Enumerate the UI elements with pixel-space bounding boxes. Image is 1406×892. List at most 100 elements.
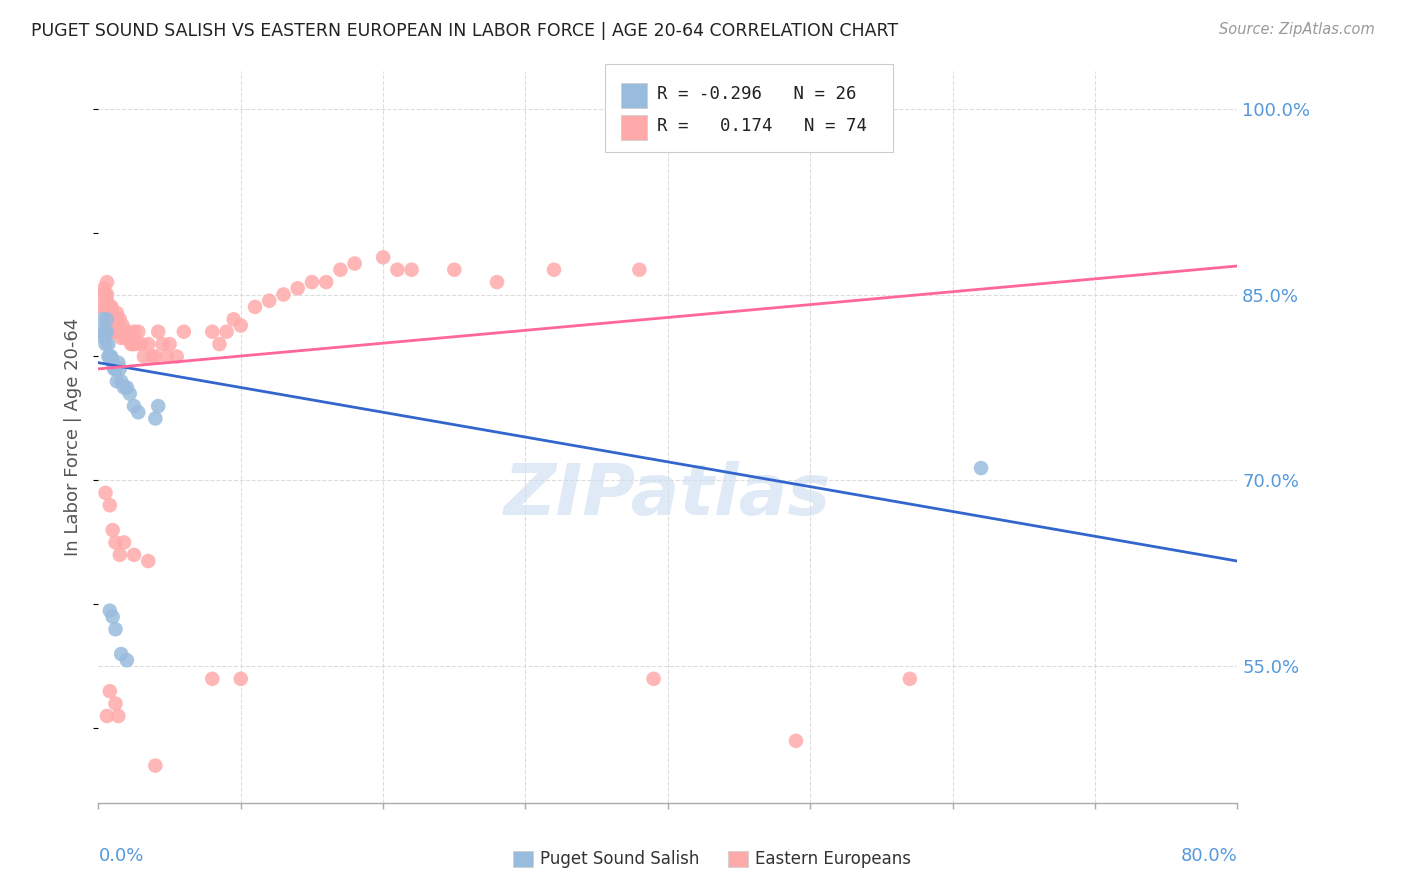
Point <box>315 275 337 289</box>
Point <box>785 734 807 748</box>
Text: ZIPatlas: ZIPatlas <box>505 461 831 530</box>
Point <box>105 318 128 333</box>
Point <box>98 306 121 320</box>
Point <box>112 535 135 549</box>
Point <box>101 318 124 333</box>
Point <box>104 362 127 376</box>
Point <box>101 356 124 370</box>
Point <box>148 399 170 413</box>
Point <box>98 300 121 314</box>
Point <box>229 672 252 686</box>
Point <box>117 331 139 345</box>
Text: 80.0%: 80.0% <box>1181 847 1237 864</box>
Point <box>152 337 174 351</box>
Point <box>104 622 127 636</box>
Point <box>104 312 127 326</box>
Point <box>93 281 115 295</box>
Point <box>166 350 188 364</box>
Point <box>173 325 195 339</box>
Point <box>970 461 993 475</box>
Point <box>107 356 129 370</box>
Point <box>132 350 155 364</box>
Point <box>98 604 121 618</box>
Point <box>145 411 167 425</box>
Point <box>108 312 131 326</box>
Text: Source: ZipAtlas.com: Source: ZipAtlas.com <box>1219 22 1375 37</box>
Point <box>110 331 132 345</box>
Point <box>103 312 125 326</box>
Point <box>105 374 128 388</box>
Point <box>97 306 120 320</box>
Point <box>101 523 124 537</box>
Point <box>273 287 295 301</box>
Point <box>373 250 395 264</box>
Point <box>401 262 423 277</box>
Point <box>93 331 115 345</box>
Point <box>94 325 117 339</box>
Text: R = -0.296   N = 26: R = -0.296 N = 26 <box>657 85 856 103</box>
Point <box>121 337 143 351</box>
Text: 0.0%: 0.0% <box>98 847 143 864</box>
Point <box>156 350 179 364</box>
Point <box>259 293 281 308</box>
Point <box>100 300 122 314</box>
Point <box>112 380 135 394</box>
Point <box>110 374 132 388</box>
Point <box>287 281 309 295</box>
Point <box>115 325 138 339</box>
Point <box>201 672 224 686</box>
Point <box>343 256 366 270</box>
Point <box>96 287 118 301</box>
Point <box>136 337 159 351</box>
Point <box>94 300 117 314</box>
Point <box>104 535 127 549</box>
Point <box>96 275 118 289</box>
Point <box>112 325 135 339</box>
Point <box>94 486 117 500</box>
Point <box>91 312 114 326</box>
Point <box>108 548 131 562</box>
Point <box>94 287 117 301</box>
Text: PUGET SOUND SALISH VS EASTERN EUROPEAN IN LABOR FORCE | AGE 20-64 CORRELATION CH: PUGET SOUND SALISH VS EASTERN EUROPEAN I… <box>31 22 898 40</box>
Point <box>115 653 138 667</box>
Point <box>129 337 152 351</box>
Point <box>118 331 141 345</box>
Point <box>100 306 122 320</box>
Point <box>96 312 118 326</box>
Point <box>107 325 129 339</box>
Point <box>100 300 122 314</box>
Point <box>148 325 170 339</box>
Point <box>127 405 149 419</box>
Point <box>97 337 120 351</box>
Point <box>114 331 136 345</box>
Point <box>127 325 149 339</box>
Point <box>94 337 117 351</box>
Point <box>96 325 118 339</box>
Point <box>120 337 142 351</box>
Point <box>90 300 112 314</box>
Point <box>145 350 167 364</box>
Point <box>103 325 125 339</box>
Point <box>243 300 266 314</box>
Point <box>105 306 128 320</box>
Point <box>101 610 124 624</box>
Point <box>97 300 120 314</box>
Point <box>215 325 238 339</box>
Point <box>159 337 181 351</box>
Point <box>208 337 231 351</box>
Point <box>387 262 409 277</box>
Point <box>122 399 145 413</box>
Point <box>229 318 252 333</box>
Point <box>96 293 118 308</box>
Point <box>136 554 159 568</box>
Y-axis label: In Labor Force | Age 20-64: In Labor Force | Age 20-64 <box>65 318 83 557</box>
Point <box>122 548 145 562</box>
Text: Eastern Europeans: Eastern Europeans <box>755 850 911 868</box>
Text: R =   0.174   N = 74: R = 0.174 N = 74 <box>657 117 866 135</box>
Point <box>301 275 323 289</box>
Point <box>115 380 138 394</box>
Point <box>91 287 114 301</box>
Point <box>124 337 146 351</box>
Point <box>201 325 224 339</box>
Point <box>222 312 245 326</box>
